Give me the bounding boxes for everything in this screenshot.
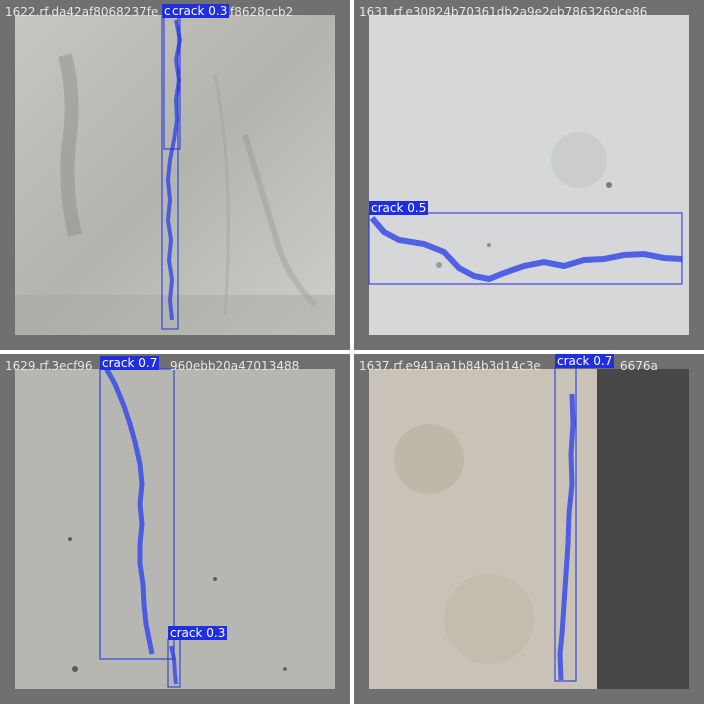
crack-mask xyxy=(169,645,178,685)
box-label: crack 0.3 xyxy=(168,626,228,640)
crack-mask xyxy=(557,393,576,681)
tile-3-overlay xyxy=(99,366,181,688)
tile-1-photo xyxy=(15,15,335,335)
box-label: crack 0.5 xyxy=(369,201,429,215)
tile-title: 1631.rf.e30824b70361db2a9e2eb7863269ce86 xyxy=(359,5,648,19)
tile-4-photo xyxy=(369,369,689,689)
box-label: crack 0.7 xyxy=(555,354,615,368)
tile-4-overlay xyxy=(554,366,577,682)
tile-2-overlay xyxy=(368,212,683,285)
tile-title: 1629.rf.3ecf96 xyxy=(5,359,93,373)
tile-title-tail: f8628ccb2 xyxy=(230,5,294,19)
box-label: crack 0.3 xyxy=(170,4,230,18)
tile-title: 1622.rf.da42af8068237fe xyxy=(5,5,159,19)
box-label: crack 0.7 xyxy=(100,356,160,370)
detection-box xyxy=(99,368,175,660)
tile-2-photo xyxy=(369,15,689,335)
detection-box xyxy=(368,212,683,285)
tile-1-overlay xyxy=(161,16,183,330)
tile-4: 1637.rf.e941aa1b84b3d14c3e 6676a crack 0… xyxy=(354,354,704,704)
tile-2: 1631.rf.e30824b70361db2a9e2eb7863269ce86… xyxy=(354,0,704,350)
tile-1: 1622.rf.da42af8068237fe f8628ccb2 c crac… xyxy=(0,0,350,350)
crack-mask xyxy=(369,216,683,283)
tile-3: 1629.rf.3ecf96 960ebb20a47013488 crack 0… xyxy=(0,354,350,704)
crack-mask xyxy=(103,366,155,655)
tile-title: 1637.rf.e941aa1b84b3d14c3e xyxy=(359,359,541,373)
tile-title-tail: 960ebb20a47013488 xyxy=(170,359,300,373)
tile-title-tail: 6676a xyxy=(620,359,658,373)
box-label-partial: c xyxy=(162,4,173,18)
